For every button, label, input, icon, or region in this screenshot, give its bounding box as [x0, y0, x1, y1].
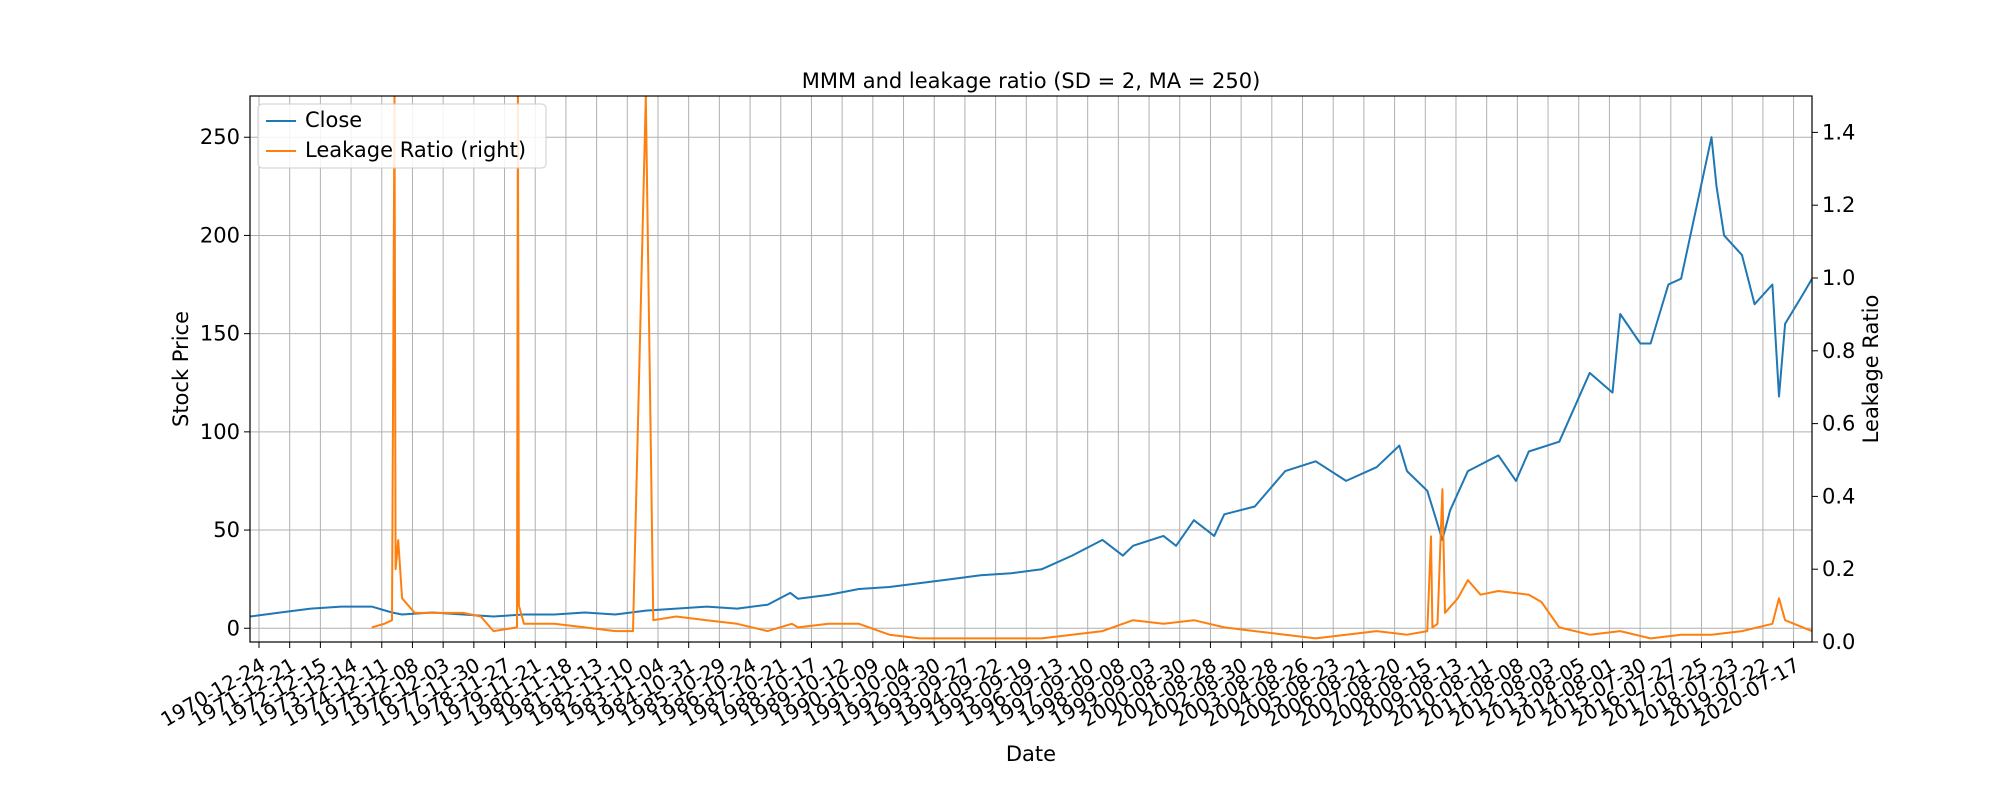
- plot-frame: [249, 95, 1813, 643]
- y-tick-label-right: 0.0: [1822, 630, 1855, 654]
- series-layer: [250, 96, 1812, 640]
- y-tick-label-right: 0.8: [1822, 339, 1855, 363]
- leakage-ratio-line: [371, 96, 1812, 640]
- legend-label-leakage: Leakage Ratio (right): [305, 138, 526, 162]
- y-tick-label-right: 1.4: [1822, 120, 1855, 144]
- y-tick-label-left: 100: [200, 420, 240, 444]
- y-tick-label-left: 150: [200, 322, 240, 346]
- legend-label-close: Close: [305, 108, 362, 132]
- chart-title: MMM and leakage ratio (SD = 2, MA = 250): [802, 69, 1261, 93]
- y-tick-label-left: 0: [227, 616, 240, 640]
- y-tick-label-right: 0.4: [1822, 484, 1855, 508]
- legend-box: [257, 103, 547, 169]
- y-tick-label-right: 1.0: [1822, 266, 1855, 290]
- y-tick-label-right: 1.2: [1822, 193, 1855, 217]
- x-axis-label: Date: [1006, 742, 1056, 766]
- y-tick-label-left: 50: [213, 518, 240, 542]
- y-tick-label-right: 0.6: [1822, 412, 1855, 436]
- y-axis-label-right: Leakage Ratio: [1859, 295, 1883, 444]
- grid: [250, 96, 1812, 642]
- close-price-line: [250, 136, 1812, 618]
- y-tick-label-left: 250: [200, 125, 240, 149]
- axes: 1970-12-241971-12-211972-12-151973-12-14…: [156, 120, 1855, 731]
- y-tick-label-right: 0.2: [1822, 557, 1855, 581]
- y-tick-label-left: 200: [200, 223, 240, 247]
- y-axis-label-left: Stock Price: [169, 311, 193, 427]
- legend: Close Leakage Ratio (right): [257, 103, 547, 169]
